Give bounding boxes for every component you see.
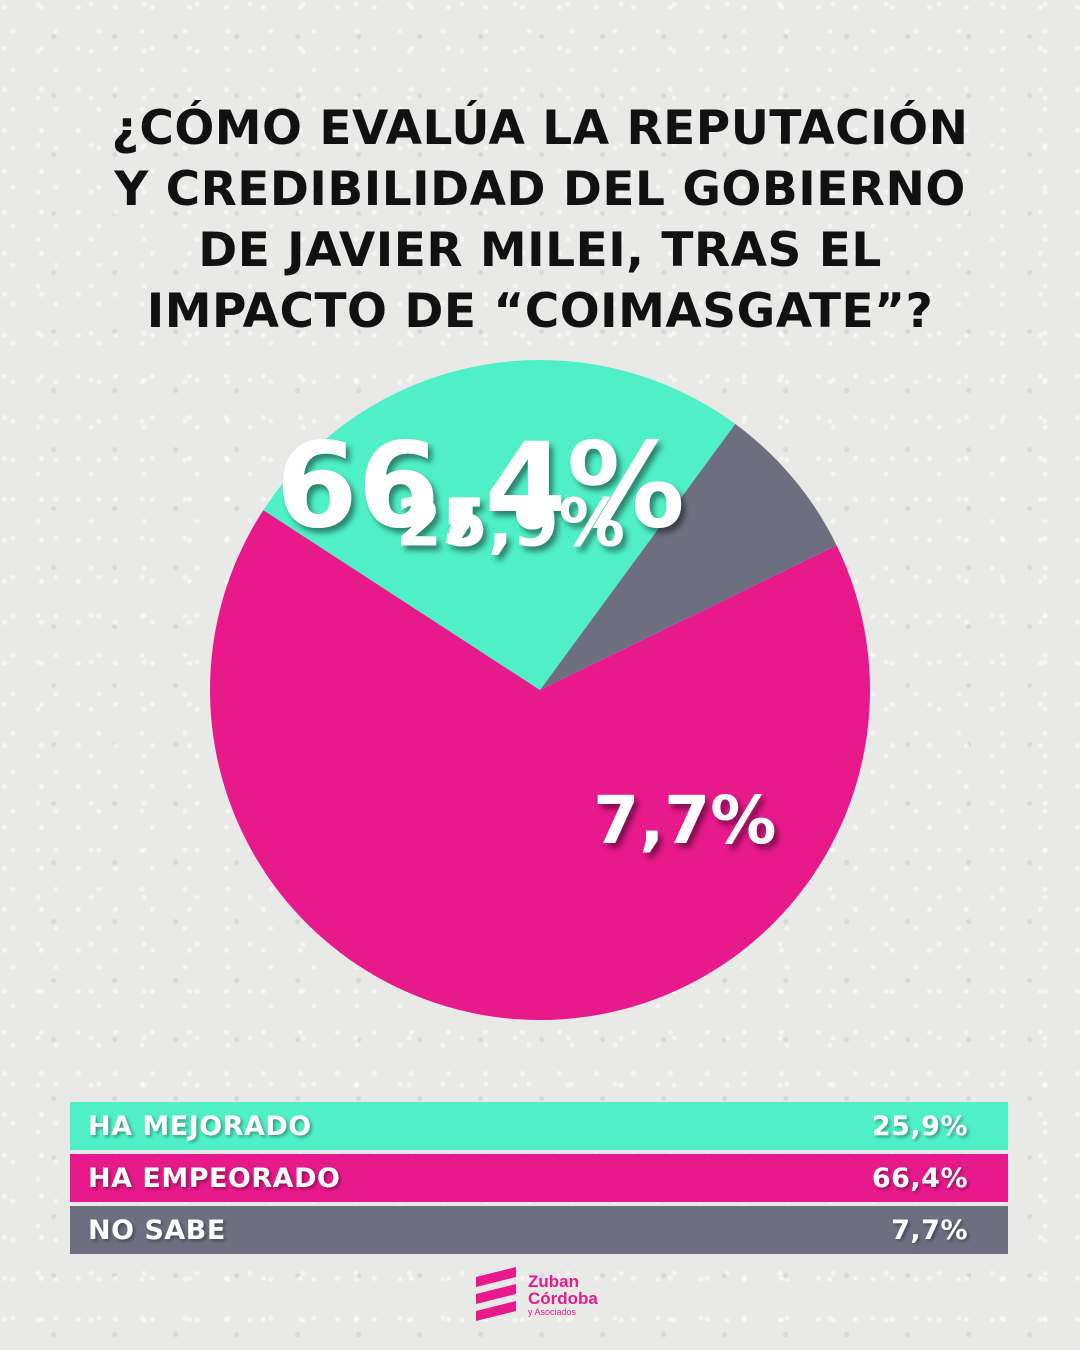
pie-label-no-sabe: 7,7% xyxy=(593,782,776,859)
pie-slice-ha-empeorado xyxy=(210,510,871,1021)
title-line: DE JAVIER MILEI, TRAS EL xyxy=(198,223,882,278)
legend-row-ha-mejorado: HA MEJORADO 25,9% xyxy=(70,1102,1008,1150)
title-line: ¿CÓMO EVALÚA LA REPUTACIÓN xyxy=(111,101,969,156)
pie-label-ha-mejorado: 25,9% xyxy=(396,485,625,562)
legend: HA MEJORADO 25,9% HA EMPEORADO 66,4% NO … xyxy=(70,1102,1008,1258)
title-line: Y CREDIBILIDAD DEL GOBIERNO xyxy=(114,162,966,217)
pie-slice-ha-mejorado xyxy=(263,360,736,690)
logo-line-2: Córdoba xyxy=(528,1289,598,1308)
legend-row-ha-empeorado: HA EMPEORADO 66,4% xyxy=(70,1154,1008,1202)
legend-value: 25,9% xyxy=(871,1110,968,1142)
legend-label: HA MEJORADO xyxy=(88,1110,312,1142)
logo-line-3: y Asociados xyxy=(528,1307,577,1317)
legend-row-no-sabe: NO SABE 7,7% xyxy=(70,1206,1008,1254)
pie-label-ha-empeorado: 66,4% xyxy=(275,417,684,555)
pie-chart: 66,4%25,9% 7,7% xyxy=(210,360,871,1021)
legend-label: NO SABE xyxy=(88,1214,226,1246)
title-line: IMPACTO DE “COIMASGATE”? xyxy=(146,284,934,339)
legend-label: HA EMPEORADO xyxy=(88,1162,341,1194)
logo-mark-icon xyxy=(476,1267,516,1321)
company-logo: Zuban Córdoba y Asociados xyxy=(472,1265,598,1325)
chart-title: ¿CÓMO EVALÚA LA REPUTACIÓN Y CREDIBILIDA… xyxy=(60,98,1020,342)
logo-line-1: Zuban xyxy=(528,1272,579,1291)
legend-value: 7,7% xyxy=(891,1214,968,1246)
pie-slice-no-sabe xyxy=(540,423,837,690)
legend-value: 66,4% xyxy=(871,1162,968,1194)
